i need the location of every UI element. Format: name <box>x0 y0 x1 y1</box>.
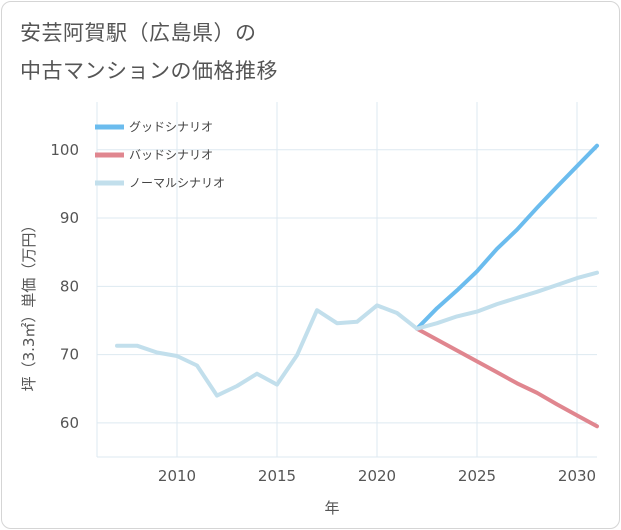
axis-ticks: 2010 2015 2020 2025 2030 60 70 80 90 100 <box>50 141 596 485</box>
x-tick-label-2015: 2015 <box>258 467 296 485</box>
series-line-normal <box>115 270 599 398</box>
x-tick-label-2020: 2020 <box>358 467 396 485</box>
x-axis-label: 年 <box>324 499 339 517</box>
y-tick-label-80: 80 <box>60 277 79 295</box>
series-line-good <box>415 143 599 331</box>
y-tick-label-60: 60 <box>60 414 79 432</box>
x-tick-label-2030: 2030 <box>558 467 596 485</box>
chart-title-line2: 中古マンションの価格推移 <box>20 59 278 83</box>
y-tick-label-100: 100 <box>50 141 79 159</box>
legend-label-normal: ノーマルシナリオ <box>129 176 225 190</box>
y-tick-label-90: 90 <box>60 209 79 227</box>
grid-lines <box>96 102 597 458</box>
series-lines <box>115 143 599 429</box>
legend-label-good: グッドシナリオ <box>129 120 213 134</box>
y-tick-label-70: 70 <box>60 346 79 364</box>
series-line-bad <box>415 326 599 429</box>
y-axis-label: 坪（3.3㎡）単価（万円） <box>20 218 38 392</box>
x-tick-label-2025: 2025 <box>458 467 496 485</box>
x-tick-label-2010: 2010 <box>158 467 196 485</box>
chart-title-line1: 安芸阿賀駅（広島県）の <box>20 21 257 45</box>
legend-label-bad: バッドシナリオ <box>129 148 213 162</box>
